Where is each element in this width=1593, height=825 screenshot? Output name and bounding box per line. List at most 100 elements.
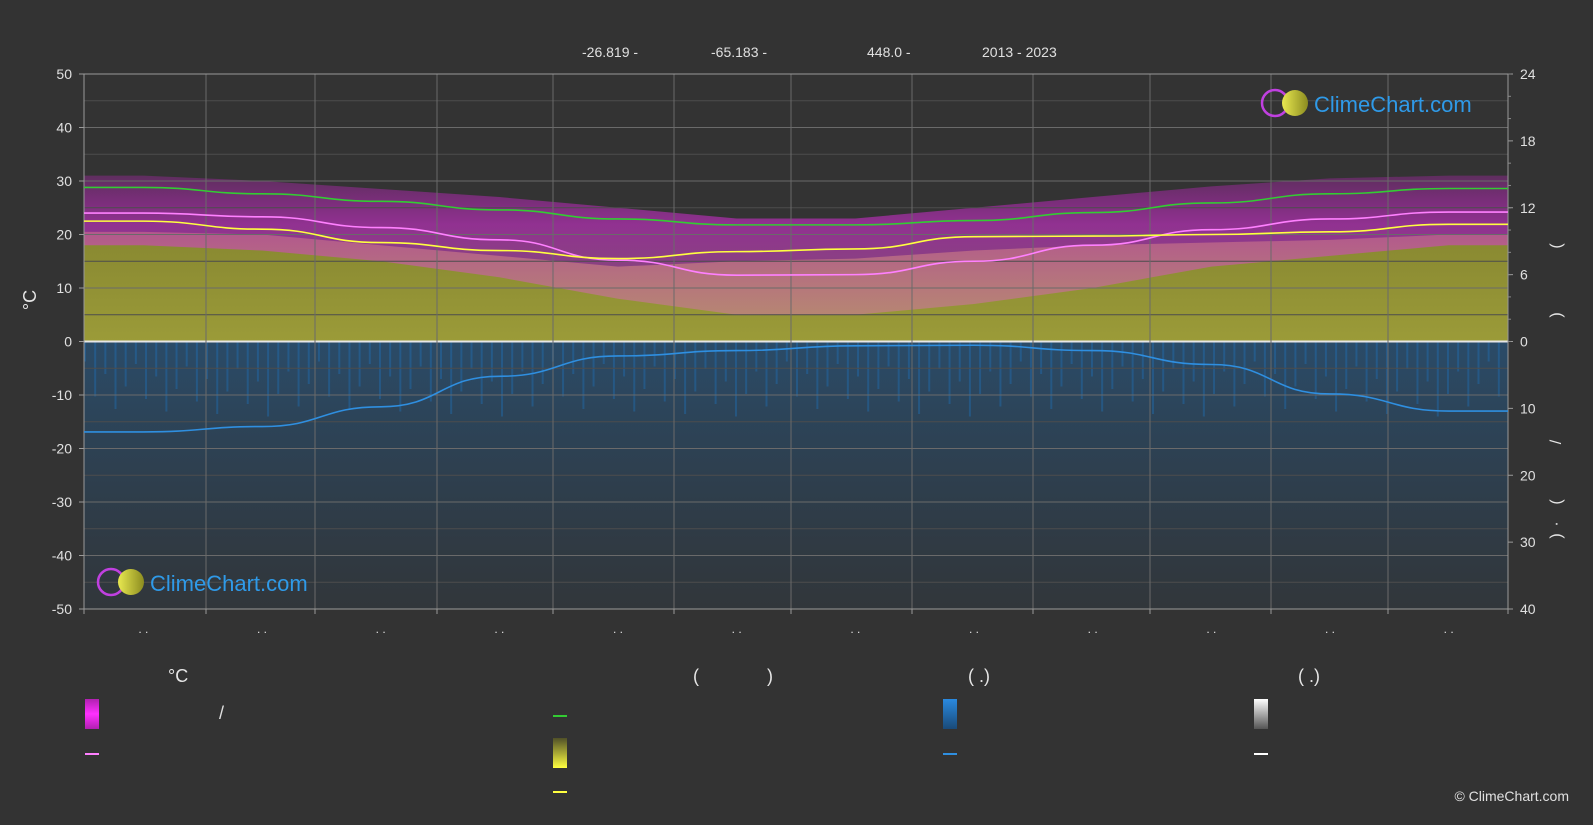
precipitation-streak <box>1080 341 1083 399</box>
y-right-top-axis-glyph: ) <box>1548 312 1565 317</box>
y-right-top-tick-label: 0 <box>1520 334 1528 350</box>
precipitation-streak <box>846 341 849 399</box>
precipitation-streak <box>358 341 361 387</box>
precipitation-streak <box>1029 341 1032 397</box>
precipitation-streak <box>694 341 697 392</box>
x-tick-label: . . <box>1206 622 1216 636</box>
precipitation-streak <box>1050 341 1053 409</box>
precipitation-streak <box>663 341 666 402</box>
precipitation-streak <box>297 341 300 407</box>
y-right-bottom-tick-label: 20 <box>1520 467 1536 483</box>
precipitation-streak <box>450 341 453 414</box>
precipitation-streak <box>775 341 778 384</box>
logo-top-right: ClimeChart.com <box>1260 88 1472 118</box>
y-right-bottom-axis-glyph: ( <box>1548 499 1565 505</box>
legend-rain-header: ( .) <box>968 666 990 686</box>
precipitation-streak <box>1487 341 1490 362</box>
precipitation-streak <box>409 341 412 389</box>
x-tick-label: . . <box>494 622 504 636</box>
legend-snow-header: ( .) <box>1298 666 1320 686</box>
precipitation-streak <box>134 341 137 364</box>
precipitation-streak <box>307 341 310 384</box>
precipitation-streak <box>165 341 168 412</box>
y-right-top-tick-label: 18 <box>1520 133 1536 149</box>
legend-daylight-header-close: ) <box>767 666 773 686</box>
precipitation-streak <box>226 341 229 392</box>
y-right-top-tick-label: 6 <box>1520 267 1528 283</box>
precipitation-streak <box>114 341 117 409</box>
precipitation-streak <box>826 341 829 387</box>
header-longitude: -65.183 - <box>711 44 768 60</box>
sunshine-mean-line <box>84 220 1508 260</box>
precipitation-streak <box>490 341 493 382</box>
precipitation-streak <box>643 341 646 389</box>
temperature-band <box>84 175 1508 315</box>
precipitation-streak <box>124 341 127 387</box>
precipitation-streak <box>968 341 971 417</box>
precipitation-streak <box>328 341 331 397</box>
precipitation-streak <box>572 341 575 374</box>
y-left-axis-label: °C <box>20 290 40 310</box>
precipitation-streak <box>195 341 198 402</box>
x-tick-label: . . <box>732 622 742 636</box>
precipitation-streak <box>653 341 656 367</box>
precipitation-streak <box>1345 341 1348 389</box>
y-right-bottom-axis-glyph: / <box>1548 439 1565 444</box>
y-right-bottom-tick-label: 30 <box>1520 534 1536 550</box>
precipitation-streak <box>816 341 819 409</box>
precipitation-streak <box>928 341 931 392</box>
precipitation-streak <box>84 341 86 362</box>
x-tick-label: . . <box>613 622 623 636</box>
precipitation-streak <box>1284 341 1287 409</box>
y-left-tick-label: 40 <box>56 120 72 136</box>
precipitation-streak <box>1457 341 1460 372</box>
precipitation-streak <box>399 341 402 412</box>
precipitation-streak <box>460 341 463 392</box>
precipitation-streak <box>267 341 270 417</box>
legend-snow-mean-line <box>1254 753 1268 755</box>
precipitation-streak <box>857 341 860 377</box>
precipitation-streak <box>1385 341 1388 414</box>
y-left-tick-label: 50 <box>56 66 72 82</box>
precipitation-streak <box>1396 341 1399 392</box>
precipitation-streak <box>216 341 219 414</box>
precipitation-streak <box>1416 341 1419 404</box>
precipitation-streak <box>734 341 737 417</box>
legend-sunshine-swatch <box>553 738 567 768</box>
precipitation-streak <box>623 341 626 377</box>
y-right-top-tick-label: 24 <box>1520 66 1536 82</box>
y-left-tick-label: -10 <box>52 387 72 403</box>
logo-text-bottom: ClimeChart.com <box>150 571 308 596</box>
precipitation-streak <box>338 341 341 374</box>
precipitation-streak <box>368 341 371 364</box>
precipitation-streak <box>440 341 442 379</box>
precipitation-streak <box>94 341 97 397</box>
precipitation-streak <box>907 341 910 379</box>
logo-sun-icon <box>1282 90 1308 116</box>
precipitation-streak <box>104 341 107 374</box>
precipitation-streak <box>633 341 636 412</box>
precipitation-streak <box>1497 341 1500 397</box>
legend-temp-separator: / <box>219 703 225 723</box>
logo-text-top: ClimeChart.com <box>1314 92 1472 117</box>
precipitation-streak <box>1274 341 1277 374</box>
precipitation-streak <box>582 341 585 409</box>
copyright-text: © ClimeChart.com <box>1454 788 1569 804</box>
precipitation-streak <box>185 341 188 367</box>
y-left-tick-label: 10 <box>56 280 72 296</box>
y-left-tick-label: 0 <box>64 334 72 350</box>
precipitation-streak <box>1304 341 1307 364</box>
precipitation-streak <box>521 341 524 372</box>
precipitation-streak <box>612 341 615 399</box>
precipitation-streak <box>1019 341 1022 362</box>
precipitation-streak <box>501 341 504 417</box>
precipitation-streak <box>1477 341 1480 384</box>
header-years: 2013 - 2023 <box>982 44 1057 60</box>
precipitation-streak <box>785 341 788 362</box>
precipitation-streak <box>175 341 178 389</box>
precipitation-streak <box>999 341 1002 407</box>
precipitation-streak <box>1009 341 1012 384</box>
precipitation-streak <box>1335 341 1338 412</box>
precipitation-streak <box>1436 341 1439 417</box>
x-tick-label: . . <box>969 622 979 636</box>
